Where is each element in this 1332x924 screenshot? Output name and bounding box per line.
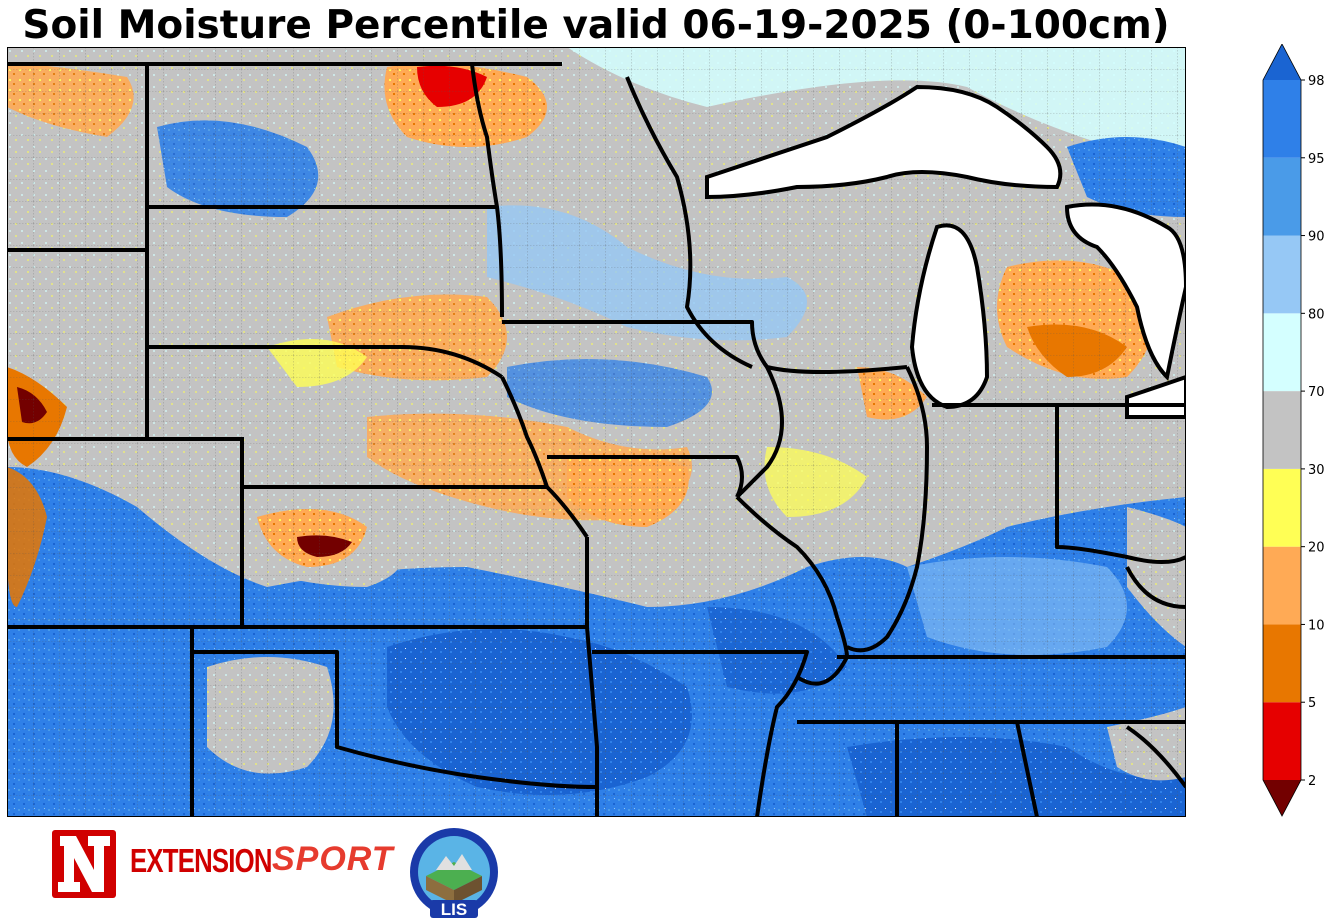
colorbar: 2 5 10 20 30 70 80 90 95 98 bbox=[1262, 44, 1325, 817]
logo-row: EXTENSION SPORT LIS bbox=[52, 826, 512, 922]
colorbar-tick-label: 5 bbox=[1308, 696, 1316, 711]
lake-superior bbox=[705, 84, 1063, 200]
colorbar-tick-label: 70 bbox=[1308, 385, 1325, 400]
colorbar-segment bbox=[1263, 313, 1301, 392]
colorbar-segment bbox=[1263, 391, 1301, 469]
soil-moisture-map bbox=[7, 47, 1186, 817]
colorbar-tick-label: 10 bbox=[1308, 618, 1325, 633]
lake-michigan bbox=[909, 223, 990, 410]
colorbar-segment bbox=[1263, 468, 1301, 547]
lake-huron bbox=[1064, 202, 1186, 382]
extension-logo-text: EXTENSION bbox=[130, 842, 273, 879]
lis-logo: LIS bbox=[410, 828, 498, 919]
colorbar-tick-label: 20 bbox=[1308, 541, 1325, 556]
colorbar-segment bbox=[1263, 80, 1301, 158]
colorbar-segment bbox=[1263, 546, 1301, 625]
colorbar-tick-label: 98 bbox=[1308, 74, 1325, 89]
nebraska-n-logo bbox=[52, 830, 116, 898]
sport-logo-text: SPORT bbox=[272, 840, 394, 878]
colorbar-extend-top bbox=[1263, 44, 1301, 80]
colorbar-tick-label: 95 bbox=[1308, 152, 1325, 167]
colorbar-segment bbox=[1263, 624, 1301, 703]
colorbar-extend-bottom bbox=[1263, 780, 1301, 816]
colorbar-segment bbox=[1263, 702, 1301, 780]
map-title: Soil Moisture Percentile valid 06-19-202… bbox=[22, 3, 1170, 48]
colorbar-segment bbox=[1263, 157, 1301, 236]
colorbar-segment bbox=[1263, 235, 1301, 314]
colorbar-tick-label: 2 bbox=[1308, 774, 1316, 789]
colorbar-tick-label: 30 bbox=[1308, 463, 1325, 478]
lis-logo-text: LIS bbox=[441, 900, 467, 919]
colorbar-tick-label: 90 bbox=[1308, 230, 1325, 245]
state-borders bbox=[7, 62, 1186, 817]
colorbar-tick-label: 80 bbox=[1308, 307, 1325, 322]
